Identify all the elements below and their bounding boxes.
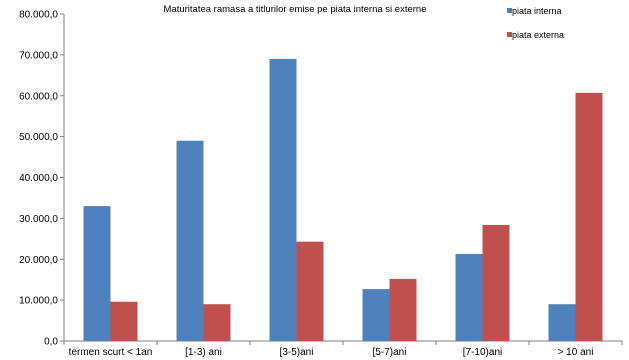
legend: piata interna piata externa [507,6,564,40]
bar-piata-interna [548,304,576,341]
bar-piata-externa [389,278,417,341]
y-tick-label: 40.000,0 [19,173,58,184]
legend-swatch [507,32,512,37]
bar-piata-interna [455,253,483,341]
x-category-label: [5-7)ani [373,347,407,358]
x-category-label: termen scurt < 1an [69,347,153,358]
x-category-label: [3-5)ani [280,347,314,358]
y-tick-label: 20.000,0 [19,255,58,266]
bar-piata-externa [296,241,324,341]
bar-piata-externa [482,224,510,341]
y-tick-label: 0,0 [44,337,58,348]
y-axis: 0,0 10.000,0 20.000,0 30.000,0 40.000,0 50.00… [19,10,65,348]
legend-label: piata externa [512,30,564,40]
y-tick-label: 10.000,0 [19,296,58,307]
bar-piata-interna [83,206,111,341]
y-tick-label: 80.000,0 [19,10,58,21]
bar-piata-externa [575,92,603,341]
y-tick-label: 50.000,0 [19,132,58,143]
x-axis: termen scurt < 1an [1-3) ani [3-5)ani [5-7)… [63,340,623,358]
bars [83,58,603,342]
y-tick-label: 70.000,0 [19,50,58,61]
y-tick-label: 30.000,0 [19,214,58,225]
bar-piata-externa [203,304,231,341]
x-category-label: > 10 ani [558,347,594,358]
y-tick-label: 60.000,0 [19,91,58,102]
legend-swatch [507,8,512,13]
bar-piata-externa [110,301,138,341]
x-category-label: [1-3) ani [185,347,222,358]
chart-title: Maturitatea ramasa a titlurilor emise pe… [164,4,427,15]
legend-label: piata interna [512,6,562,16]
bar-piata-interna [269,58,297,342]
bar-piata-interna [362,289,390,341]
bar-piata-interna [176,140,204,341]
x-category-label: [7-10)ani [463,347,502,358]
